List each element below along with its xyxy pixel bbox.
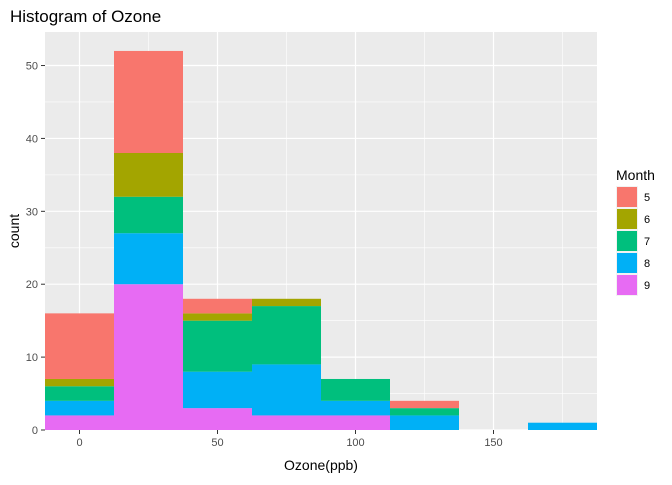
legend-title: Month [616, 167, 655, 183]
legend-swatch-7 [617, 231, 637, 251]
y-tick-label: 50 [26, 61, 38, 73]
bar-segment-month-6 [252, 298, 321, 307]
legend-label-9: 9 [644, 280, 650, 292]
bar-segment-month-5 [390, 400, 459, 409]
bar-segment-month-7 [321, 378, 390, 401]
x-axis-title: Ozone(ppb) [284, 457, 358, 473]
legend-swatch-8 [617, 253, 637, 273]
legend-swatch-6 [617, 209, 637, 229]
bar-segment-month-6 [114, 153, 183, 197]
bar-segment-month-7 [45, 386, 114, 401]
bar-segment-month-8 [252, 364, 321, 416]
bar-segment-month-8 [183, 371, 252, 409]
y-tick-label: 40 [26, 133, 38, 145]
x-axis-ticks: 0 50 100 150 [76, 430, 503, 449]
bar-segment-month-7 [252, 306, 321, 365]
y-axis-title: count [6, 214, 22, 248]
x-tick-label: 50 [211, 437, 223, 449]
bar-segment-month-6 [45, 378, 114, 387]
bar-segment-month-8 [114, 233, 183, 285]
bar-segment-month-9 [114, 284, 183, 430]
bar-segment-month-8 [528, 422, 597, 430]
bar-segment-month-5 [45, 313, 114, 379]
legend-swatch-9 [617, 275, 637, 295]
bar-segment-month-7 [390, 408, 459, 416]
y-tick-label: 30 [26, 206, 38, 218]
x-tick-label: 100 [346, 437, 364, 449]
bar-segment-month-8 [45, 400, 114, 416]
bar-segment-month-7 [183, 320, 252, 372]
bar-segment-month-5 [183, 298, 252, 314]
bar-segment-month-9 [183, 408, 252, 430]
bar-segment-month-8 [321, 400, 390, 416]
bar-segment-month-9 [321, 415, 390, 430]
y-axis-ticks: 0 10 20 30 40 50 [26, 61, 45, 437]
bar-segment-month-6 [183, 313, 252, 321]
legend-swatch-5 [617, 187, 637, 207]
y-tick-label: 20 [26, 279, 38, 291]
bar-segment-month-7 [114, 196, 183, 234]
bar-segment-month-5 [114, 50, 183, 154]
legend: Month 5 6 7 8 9 [616, 167, 655, 296]
legend-label-7: 7 [644, 236, 650, 248]
bars-layer [45, 50, 597, 430]
bar-segment-month-9 [45, 415, 114, 430]
x-tick-label: 150 [484, 437, 502, 449]
y-tick-label: 0 [32, 425, 38, 437]
x-tick-label: 0 [76, 437, 82, 449]
legend-label-5: 5 [644, 192, 650, 204]
legend-label-8: 8 [644, 258, 650, 270]
bar-segment-month-9 [252, 415, 321, 430]
bar-segment-month-8 [390, 415, 459, 430]
chart-title: Histogram of Ozone [10, 7, 161, 26]
y-tick-label: 10 [26, 352, 38, 364]
legend-label-6: 6 [644, 214, 650, 226]
